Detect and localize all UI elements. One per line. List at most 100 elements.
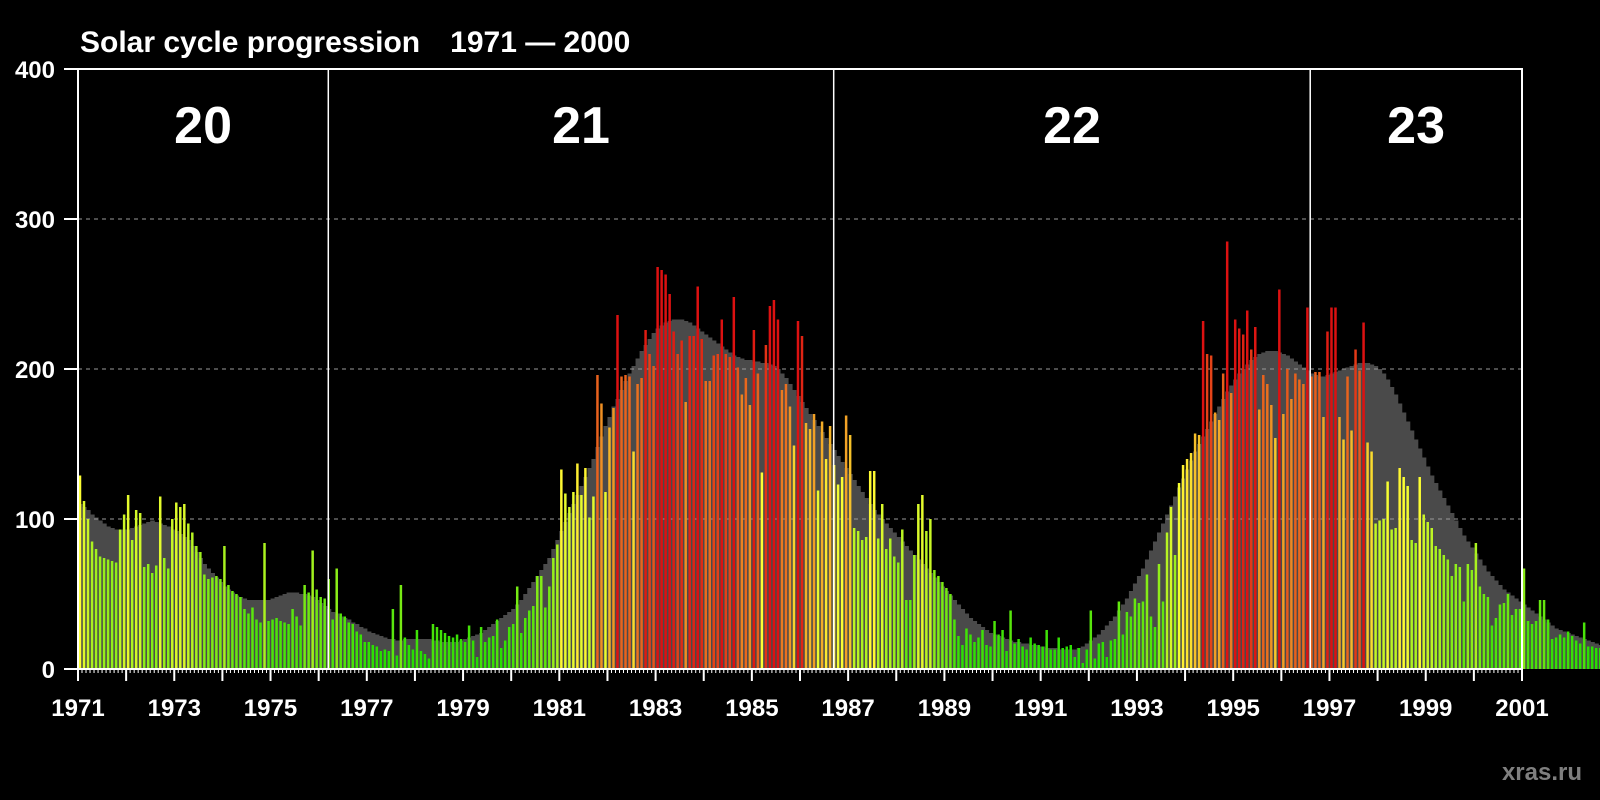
monthly-bar [307, 592, 310, 669]
monthly-bar [624, 375, 627, 669]
monthly-bar [303, 585, 306, 669]
monthly-bar [90, 541, 94, 669]
monthly-bar [640, 378, 643, 669]
x-tick-label-1981: 1981 [533, 695, 586, 722]
monthly-bar [1077, 648, 1081, 669]
monthly-bar [315, 589, 318, 669]
monthly-bar [295, 616, 298, 669]
monthly-bar [427, 658, 431, 669]
monthly-bar [532, 606, 535, 669]
monthly-bar [279, 621, 282, 669]
monthly-bar [592, 496, 595, 669]
monthly-bar [1053, 649, 1056, 669]
monthly-bar [808, 429, 812, 669]
monthly-bar [596, 375, 599, 669]
monthly-bar [471, 640, 475, 669]
monthly-bar [1153, 627, 1157, 669]
monthly-bar [291, 609, 294, 669]
monthly-bar [965, 628, 968, 669]
monthly-bar [1266, 384, 1269, 669]
monthly-bar [1402, 477, 1405, 669]
monthly-bar [772, 300, 776, 669]
monthly-bar [580, 495, 583, 669]
monthly-bar [363, 642, 367, 669]
monthly-bar [828, 426, 832, 669]
monthly-bar [1566, 631, 1570, 669]
monthly-bar [215, 576, 218, 669]
monthly-bar [519, 633, 523, 669]
monthly-bar [483, 642, 487, 669]
monthly-bar [584, 468, 587, 669]
x-tick-label-1975: 1975 [244, 695, 297, 722]
monthly-bar [1406, 486, 1409, 669]
monthly-bar [407, 645, 411, 669]
monthly-bar [1466, 564, 1470, 669]
monthly-bar [1041, 646, 1044, 669]
monthly-bar [1442, 555, 1446, 669]
monthly-bar [949, 594, 952, 669]
monthly-bar [347, 622, 350, 669]
monthly-bar [491, 636, 495, 669]
monthly-bar [163, 558, 166, 669]
monthly-bar [985, 645, 988, 669]
x-tick-label-2001: 2001 [1495, 695, 1548, 722]
monthly-bar [1217, 420, 1221, 669]
monthly-bar [175, 502, 178, 669]
monthly-bar [1049, 649, 1052, 669]
monthly-bar [1105, 657, 1109, 669]
monthly-bar [459, 639, 463, 669]
monthly-bar [1081, 663, 1085, 669]
monthly-bar [187, 523, 190, 669]
monthly-bar [997, 634, 1000, 669]
monthly-bar [1109, 640, 1113, 669]
monthly-bar [134, 510, 138, 669]
x-tick-label-1997: 1997 [1303, 695, 1356, 722]
monthly-bar [905, 600, 908, 669]
monthly-bar [475, 657, 479, 669]
monthly-bar [503, 640, 507, 669]
monthly-bar [1209, 355, 1213, 669]
monthly-bar [423, 654, 427, 669]
monthly-bar [1470, 570, 1474, 669]
smoothed-bar [1489, 576, 1495, 669]
monthly-bar [1318, 372, 1321, 669]
x-tick-label-1987: 1987 [821, 695, 874, 722]
monthly-bar [251, 607, 254, 669]
monthly-bar [1121, 634, 1125, 669]
monthly-bar [1061, 648, 1064, 669]
axis-ticks: 0 100 200 300 400 1971 1973 1975 1977 1979 1981 198… [15, 57, 1549, 722]
monthly-bar [1189, 453, 1193, 669]
monthly-bar [106, 559, 110, 669]
monthly-bar [696, 286, 699, 669]
cycle-label-21: 21 [552, 97, 610, 155]
monthly-bar [1598, 648, 1600, 669]
monthly-bar [700, 339, 703, 669]
monthly-bar [1522, 568, 1526, 669]
monthly-bar [110, 561, 114, 669]
monthly-bar [929, 519, 932, 669]
monthly-bar [572, 492, 575, 669]
monthly-bar [239, 597, 242, 669]
monthly-bar [868, 471, 872, 669]
monthly-bar [676, 354, 679, 669]
monthly-bar [704, 381, 707, 669]
smoothed-bar [426, 639, 432, 669]
monthly-bar [1213, 412, 1217, 669]
monthly-bar [720, 319, 724, 669]
smoothed-bar [475, 634, 480, 669]
monthly-bar [804, 423, 808, 669]
monthly-bar [335, 568, 338, 669]
monthly-bar [271, 619, 274, 669]
monthly-bar [1326, 331, 1329, 669]
monthly-bar [792, 445, 796, 669]
monthly-bar [933, 570, 936, 669]
monthly-bar [788, 406, 792, 669]
monthly-bar [796, 321, 800, 669]
monthly-bar [764, 345, 768, 669]
monthly-bar [435, 627, 439, 669]
monthly-bar [1398, 468, 1401, 669]
monthly-bar [1482, 594, 1486, 669]
monthly-bar [1101, 642, 1105, 669]
monthly-bar [1458, 567, 1462, 669]
monthly-bars [78, 241, 1600, 669]
